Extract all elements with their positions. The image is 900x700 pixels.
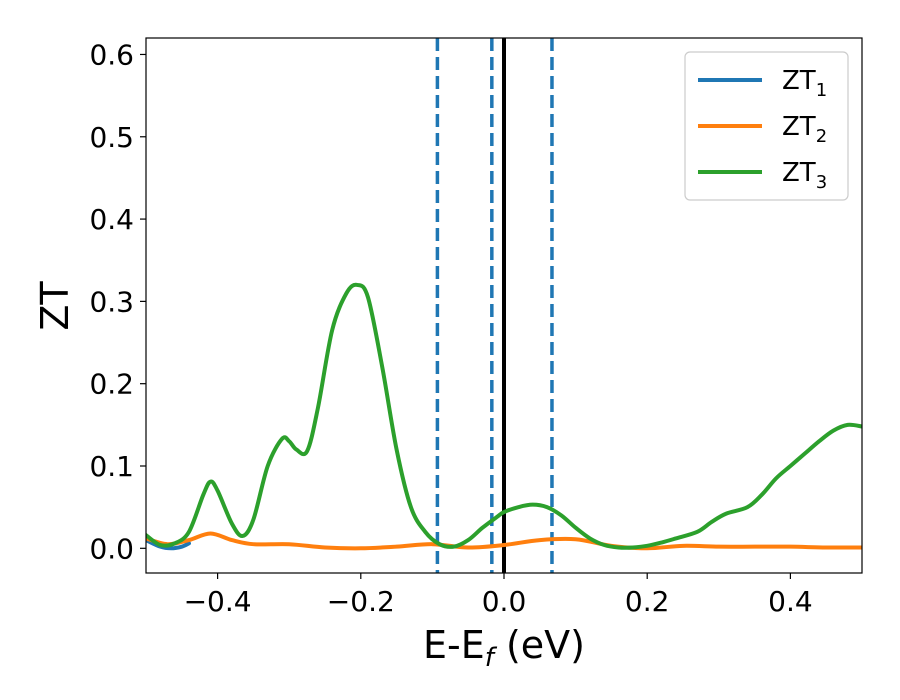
y-tick-label: 0.5 xyxy=(89,121,134,154)
x-tick-label: 0.0 xyxy=(482,585,527,618)
y-tick-label: 0.6 xyxy=(89,38,134,71)
y-tick-label: 0.0 xyxy=(89,532,134,565)
y-axis-title: ZT xyxy=(33,281,77,331)
reference-lines xyxy=(435,38,554,573)
legend-label-zt3: ZT3 xyxy=(782,158,827,193)
y-tick-label: 0.3 xyxy=(89,285,134,318)
legend-box xyxy=(684,51,849,201)
x-axis-title: E-Ef (eV) xyxy=(423,623,585,673)
legend-label-zt1: ZT1 xyxy=(782,66,827,101)
y-axis-ticks: 0.0 0.1 0.2 0.3 0.4 0.5 0.6 xyxy=(89,38,146,565)
x-axis-ticks: −0.4 −0.2 0.0 0.2 0.4 xyxy=(184,573,813,618)
y-tick-label: 0.1 xyxy=(89,450,134,483)
x-tick-label: −0.4 xyxy=(184,585,252,618)
y-tick-label: 0.2 xyxy=(89,368,134,401)
x-tick-label: 0.4 xyxy=(768,585,813,618)
legend-label-zt2: ZT2 xyxy=(782,112,827,147)
legend: ZT1 ZT2 ZT3 xyxy=(684,51,849,201)
series-layer xyxy=(146,282,862,551)
series-line-zt2 xyxy=(146,531,862,551)
x-tick-label: 0.2 xyxy=(625,585,670,618)
x-tick-label: −0.2 xyxy=(327,585,395,618)
series-line-zt3 xyxy=(146,282,862,550)
y-tick-label: 0.4 xyxy=(89,203,134,236)
